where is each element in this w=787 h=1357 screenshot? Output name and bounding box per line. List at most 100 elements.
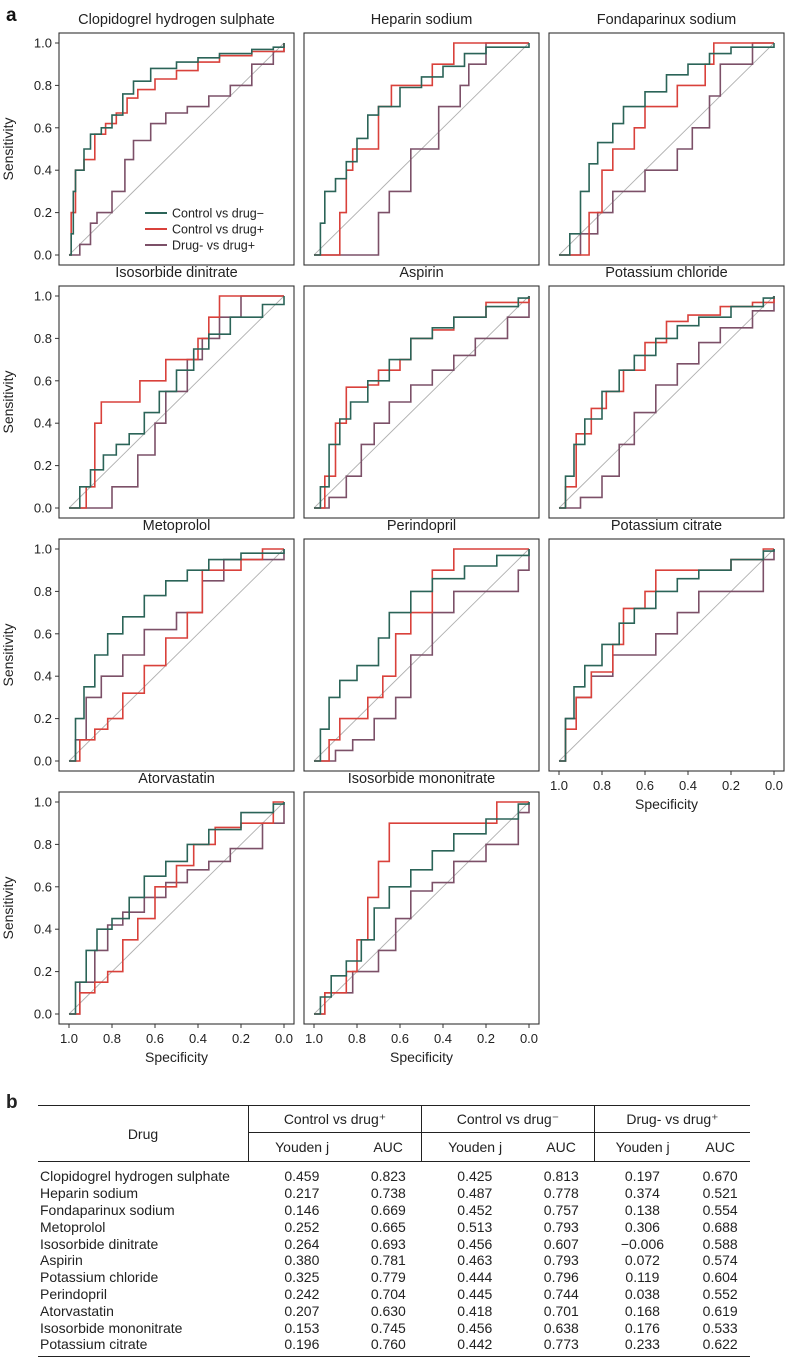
auc-cell: 0.638 [543,1319,579,1336]
youden-cell: 0.452 [457,1201,493,1218]
youden-cell: 0.374 [624,1185,660,1202]
subheader-auc: AUC [690,1132,750,1162]
x-tick-label: 0.4 [434,1031,452,1046]
roc-curve-control-vs-drug-minus [314,549,530,762]
youden-cell: 0.119 [625,1269,660,1286]
group-header-control-vs-drug-plus: Control vs drug⁺ [248,1105,422,1133]
drug-name-cell: Isosorbide dinitrate [40,1235,159,1252]
group-header-control-vs-drug-minus: Control vs drug⁻ [420,1105,595,1133]
youden-auc-table: Drug Control vs drug⁺ Control vs drug⁻ D… [38,1105,750,1357]
auc-cell: 0.574 [702,1252,738,1269]
x-tick-label: 0.0 [765,778,783,793]
y-tick-label: 0.2 [34,205,52,220]
youden-cell: 0.217 [284,1185,320,1202]
x-tick-label: 0.6 [146,1031,164,1046]
auc-cell: 0.622 [690,1335,750,1357]
roc-curve-control-vs-drug-minus [314,43,530,256]
youden-cell: 0.463 [457,1252,493,1269]
y-tick-label: 0.2 [34,964,52,979]
panel-b-label: b [6,1092,18,1113]
drug-column-header: Drug [38,1105,249,1162]
table-row: Aspirin 0.380 0.781 0.463 0.793 0.072 0.574 [38,1252,750,1269]
panel-a-label: a [6,5,17,26]
auc-cell: 0.552 [702,1285,738,1302]
x-axis-label: Specificity [145,1049,208,1065]
auc-cell: 0.704 [370,1285,406,1302]
table-row: Fondaparinux sodium 0.146 0.669 0.452 0.757 0… [38,1202,750,1219]
drug-name-cell: Metoprolol [40,1218,106,1235]
table-row: Perindopril 0.242 0.704 0.445 0.744 0.038 0.55… [38,1286,750,1303]
roc-curve-control-vs-drug-minus [559,549,775,762]
table-row: Isosorbide mononitrate 0.153 0.745 0.456 0.6… [38,1319,750,1336]
y-tick-label: 0.8 [34,584,52,599]
panel-frame [58,285,295,519]
x-axis-label: Specificity [635,796,698,812]
table-row: Potassium chloride 0.325 0.779 0.444 0.796 0.… [38,1269,750,1286]
x-tick-label: 0.2 [722,778,740,793]
auc-cell: 0.554 [702,1201,738,1218]
youden-cell: 0.252 [284,1218,320,1235]
drug-name-cell: Potassium chloride [40,1269,159,1286]
panel-frame [58,538,295,772]
y-tick-label: 0.0 [34,1007,52,1022]
auc-cell: 0.521 [702,1185,738,1202]
youden-cell: 0.306 [624,1218,660,1235]
panel-frame [548,32,785,266]
roc-curve-drug-minus-vs-drug-plus [314,549,530,762]
youden-cell: 0.038 [624,1285,660,1302]
youden-cell: 0.425 [457,1168,493,1185]
roc-panel: Heparin sodium [303,12,540,266]
y-tick-label: 1.0 [34,795,52,810]
drug-name-cell: Atorvastatin [40,1302,114,1319]
x-tick-label: 0.8 [103,1031,121,1046]
y-axis-label: Sensitivity [0,623,16,686]
x-tick-label: 0.4 [679,778,697,793]
roc-figure: a Clopidogrel hydrogen sulphate 0.0 0.2 0.4… [0,5,785,1065]
y-tick-label: 0.8 [34,78,52,93]
chance-diagonal [558,548,775,762]
roc-curve-control-vs-drug-plus [69,295,284,509]
chance-diagonal [68,548,285,762]
roc-curve-drug-minus-vs-drug-plus [69,549,285,762]
x-tick-label: 0.2 [477,1031,495,1046]
youden-cell: 0.418 [457,1302,493,1319]
y-tick-label: 0.4 [34,163,52,178]
roc-curve-control-vs-drug-minus [69,296,285,509]
subheader-youden: Youden j [248,1132,356,1162]
auc-cell: 0.793 [543,1252,579,1269]
auc-cell: 0.588 [702,1235,738,1252]
auc-cell: 0.619 [702,1302,738,1319]
panel-frame [303,285,540,519]
panel-frame [548,285,785,519]
youden-cell: 0.264 [284,1235,320,1252]
roc-curve-control-vs-drug-minus [559,43,775,256]
panel-frame [58,791,295,1025]
roc-curve-drug-minus-vs-drug-plus [559,42,774,256]
auc-cell: 0.604 [702,1269,738,1286]
y-tick-label: 0.4 [34,669,52,684]
roc-curve-drug-minus-vs-drug-plus [69,802,285,1015]
roc-curve-drug-minus-vs-drug-plus [69,43,285,256]
roc-curve-control-vs-drug-minus [69,43,285,256]
youden-cell: 0.176 [624,1319,660,1336]
chance-diagonal [68,801,285,1015]
roc-panel: Aspirin [303,265,540,519]
youden-cell: 0.138 [624,1201,660,1218]
panel-frame [303,538,540,772]
subheader-auc: AUC [355,1132,422,1162]
auc-cell: 0.781 [370,1252,406,1269]
roc-panel: Atorvastatin 0.0 0.2 0.4 0.6 0.8 1.0 Sensitivit… [0,771,295,1065]
drug-name-cell: Heparin sodium [40,1185,139,1202]
roc-panel: Fondaparinux sodium [548,12,785,266]
legend-entry: Control vs drug+ [172,223,264,237]
x-tick-label: 0.8 [593,778,611,793]
youden-cell: 0.168 [624,1302,660,1319]
panel-title: Potassium chloride [605,265,728,281]
panel-frame [303,32,540,266]
youden-cell: 0.197 [624,1168,660,1185]
x-tick-label: 0.4 [189,1031,207,1046]
y-tick-label: 0.0 [34,501,52,516]
roc-curve-drug-minus-vs-drug-plus [314,42,529,256]
roc-curve-drug-minus-vs-drug-plus [314,296,530,509]
panel-title: Perindopril [387,518,456,534]
